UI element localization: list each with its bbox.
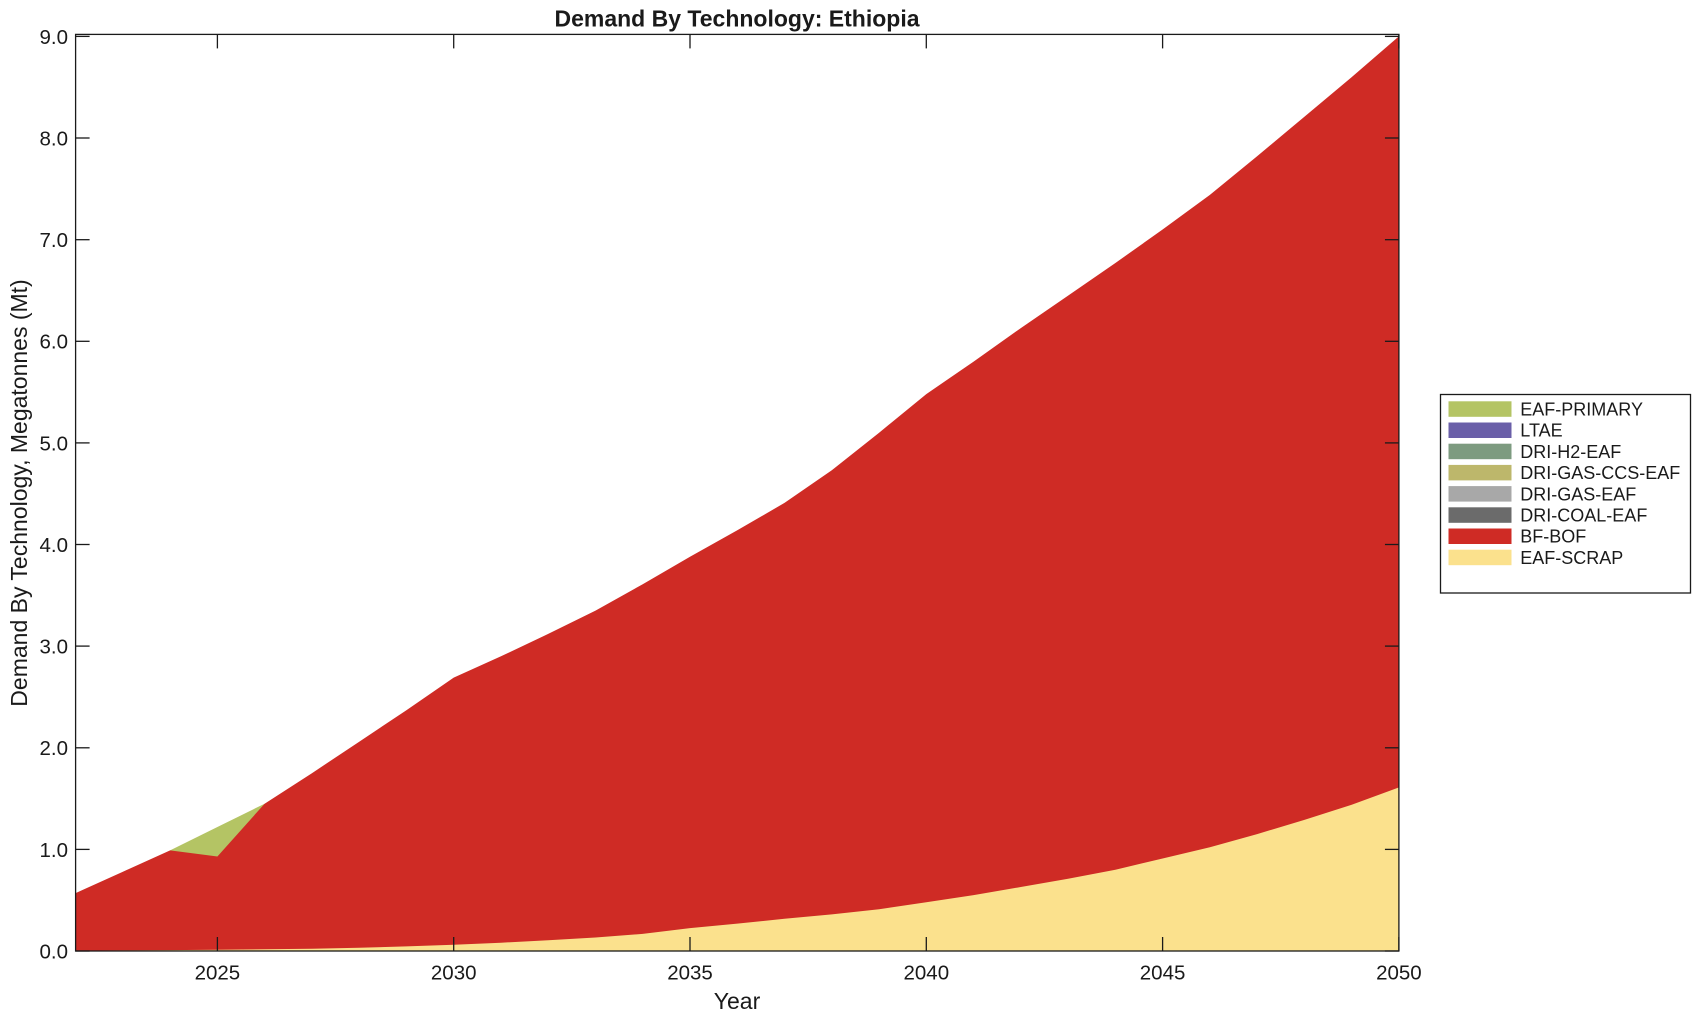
svg-text:DRI-GAS-CCS-EAF: DRI-GAS-CCS-EAF [1520,463,1680,483]
svg-text:EAF-PRIMARY: EAF-PRIMARY [1520,400,1643,420]
svg-text:2050: 2050 [1376,961,1422,984]
svg-text:3.0: 3.0 [40,636,69,659]
svg-text:Demand By Technology, Megatonn: Demand By Technology, Megatonnes (Mt) [6,279,32,706]
svg-text:0.0: 0.0 [40,940,69,963]
svg-text:BF-BOF: BF-BOF [1520,527,1586,547]
svg-text:9.0: 9.0 [40,26,69,49]
svg-text:2025: 2025 [195,961,241,984]
svg-text:2.0: 2.0 [40,737,69,760]
svg-text:7.0: 7.0 [40,229,69,252]
svg-text:LTAE: LTAE [1520,421,1562,441]
svg-text:Demand By Technology: Ethiopia: Demand By Technology: Ethiopia [554,6,919,32]
svg-text:1.0: 1.0 [40,839,69,862]
svg-text:DRI-H2-EAF: DRI-H2-EAF [1520,442,1621,462]
svg-text:2030: 2030 [431,961,477,984]
svg-text:DRI-COAL-EAF: DRI-COAL-EAF [1520,506,1647,526]
svg-text:DRI-GAS-EAF: DRI-GAS-EAF [1520,484,1636,504]
svg-text:2035: 2035 [667,961,713,984]
svg-text:8.0: 8.0 [40,127,69,150]
svg-text:EAF-SCRAP: EAF-SCRAP [1520,548,1623,568]
svg-text:Year: Year [714,988,761,1014]
svg-text:2040: 2040 [903,961,949,984]
svg-text:6.0: 6.0 [40,331,69,354]
svg-text:2045: 2045 [1140,961,1186,984]
svg-text:5.0: 5.0 [40,432,69,455]
svg-text:4.0: 4.0 [40,534,69,557]
